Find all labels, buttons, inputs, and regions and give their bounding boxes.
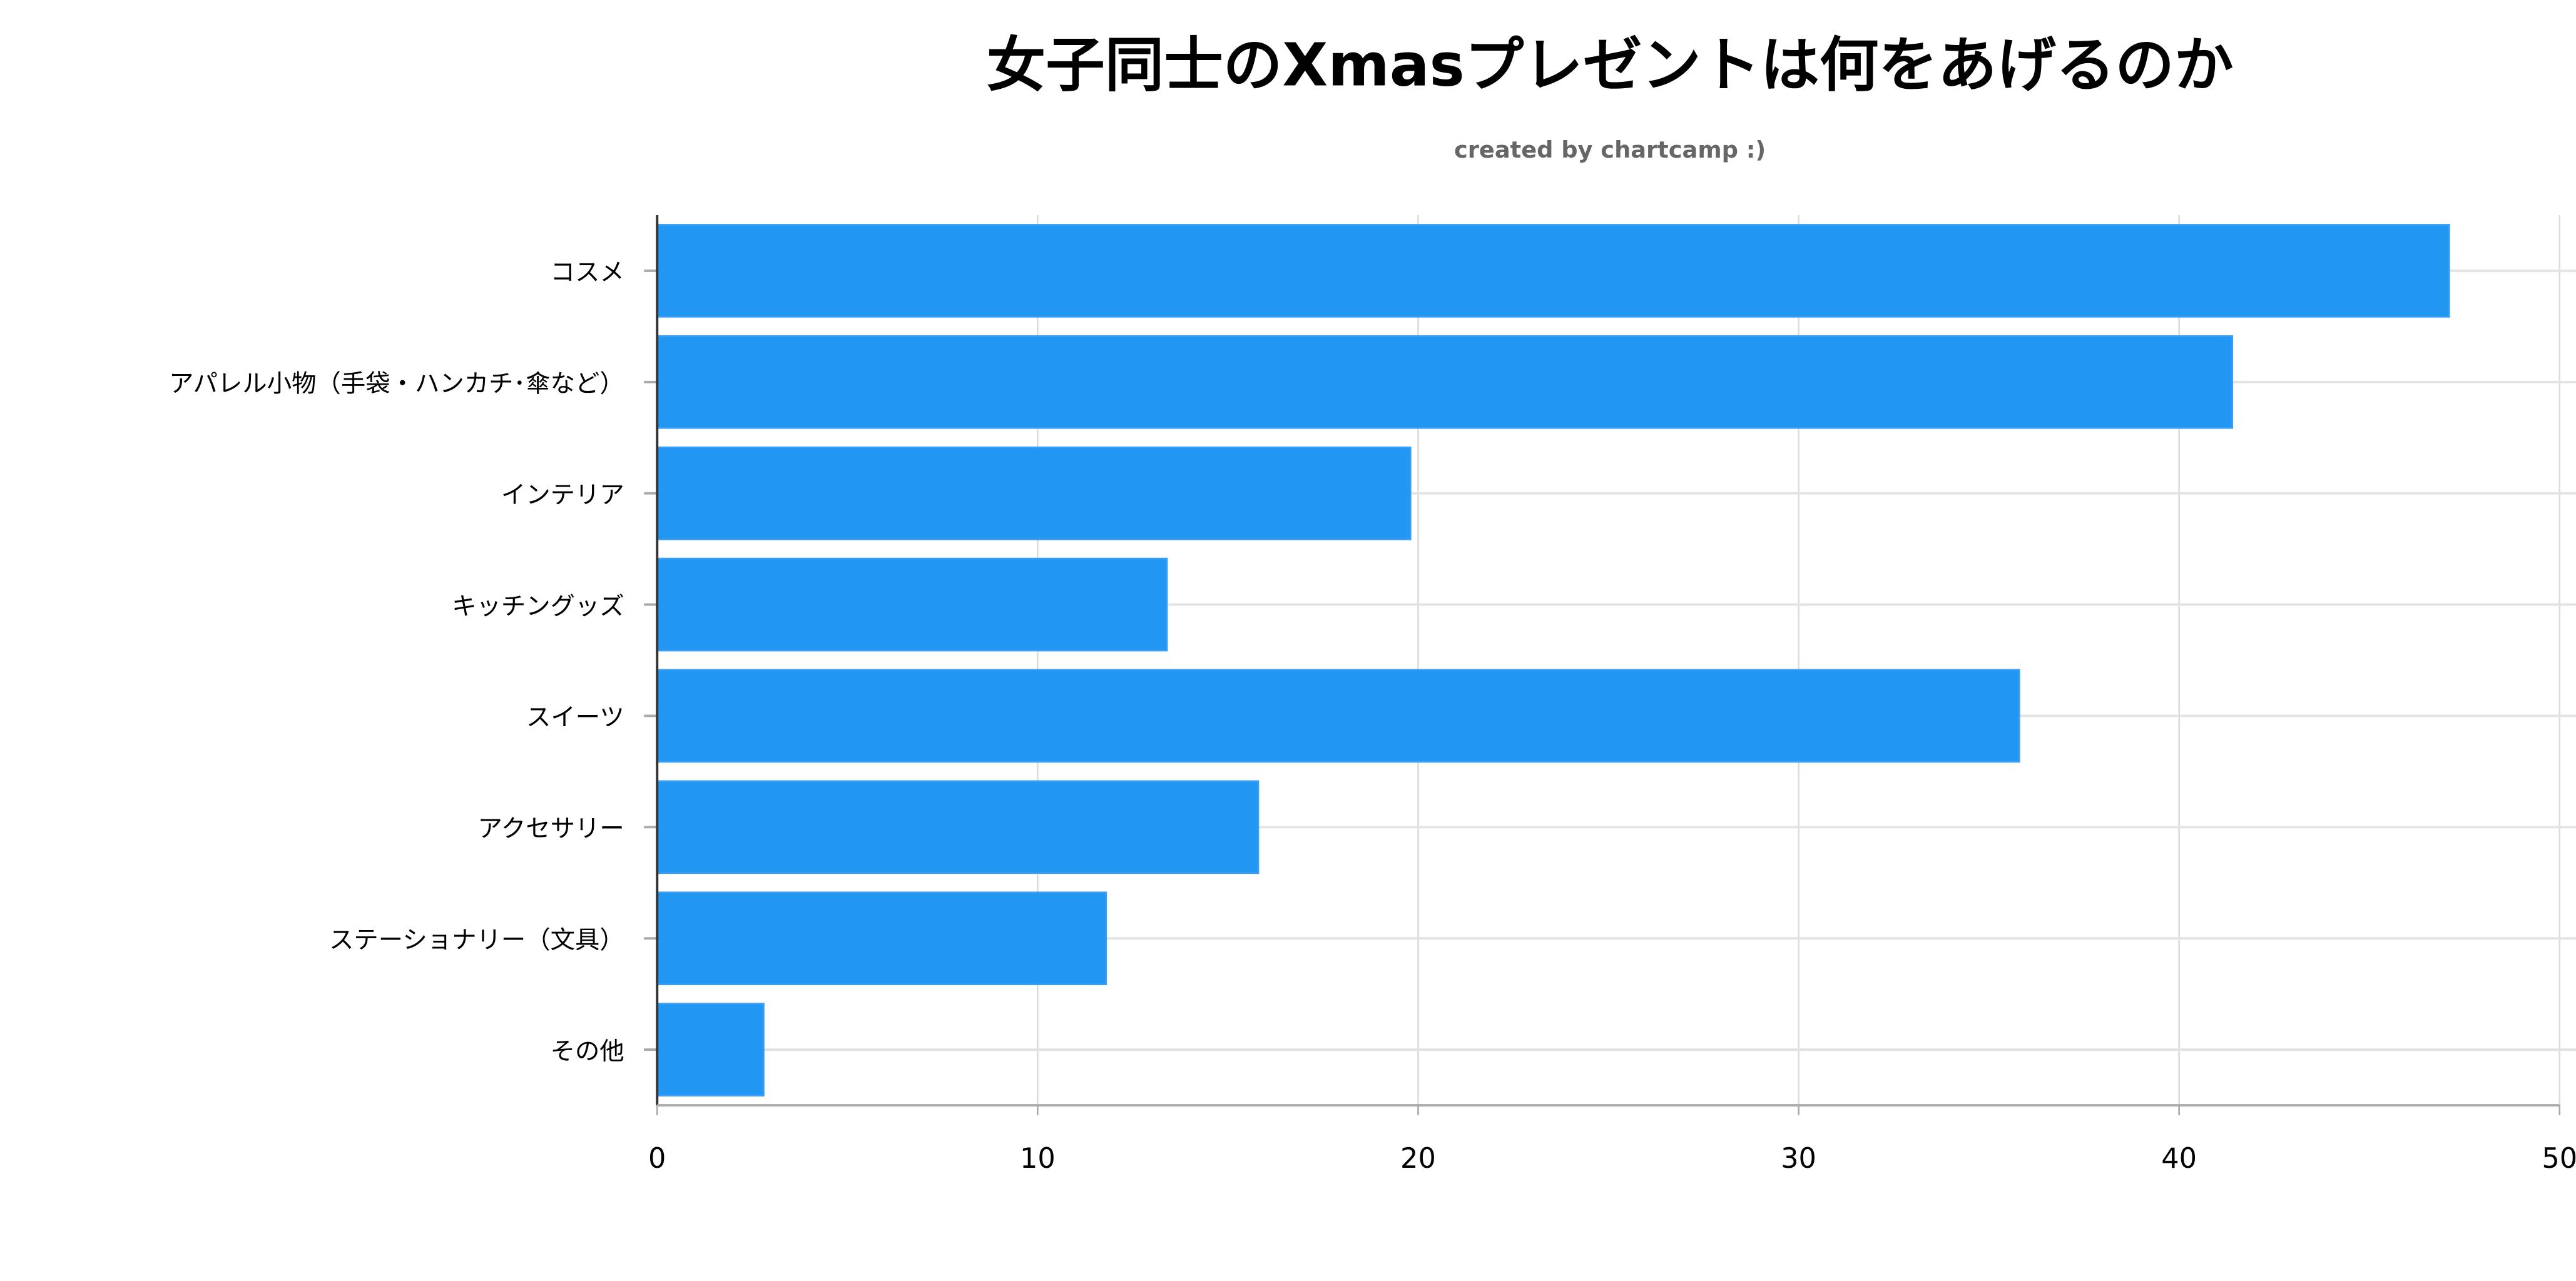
bar (656, 891, 1107, 986)
x-tick-label: 20 (1400, 1142, 1436, 1175)
x-tick-label: 50 (2542, 1142, 2576, 1175)
bar (656, 446, 1412, 540)
bar (656, 335, 2234, 429)
y-tick-label: スイーツ (526, 703, 624, 732)
y-tick-label: コスメ (551, 258, 624, 287)
x-tick-label: 40 (2161, 1142, 2197, 1175)
bar (656, 557, 1168, 652)
y-tick-label: アパレル小物（手袋・ハンカチ･傘など） (169, 370, 624, 398)
y-tick-label: キッチングッズ (452, 592, 624, 620)
y-tick-label: その他 (551, 1037, 624, 1066)
x-tick-label: 30 (1781, 1142, 1816, 1175)
y-tick-label: ステーショナリー（文具） (329, 926, 624, 954)
y-tick-label: アクセサリー (477, 814, 624, 843)
bar (656, 780, 1260, 874)
chart-subtitle: created by chartcamp :) (1454, 136, 1766, 163)
bar (656, 1003, 765, 1096)
bars (656, 215, 2560, 1107)
bar (656, 669, 2020, 763)
x-tick-label: 0 (648, 1142, 666, 1175)
y-tick-label: インテリア (501, 480, 624, 509)
bar (656, 224, 2450, 318)
x-tick-label: 10 (1020, 1142, 1056, 1175)
x-axis-labels: 0 10 20 30 40 50 (648, 1142, 2576, 1175)
chart-title: 女子同士のXmasプレゼントは何をあげるのか (987, 31, 2234, 100)
